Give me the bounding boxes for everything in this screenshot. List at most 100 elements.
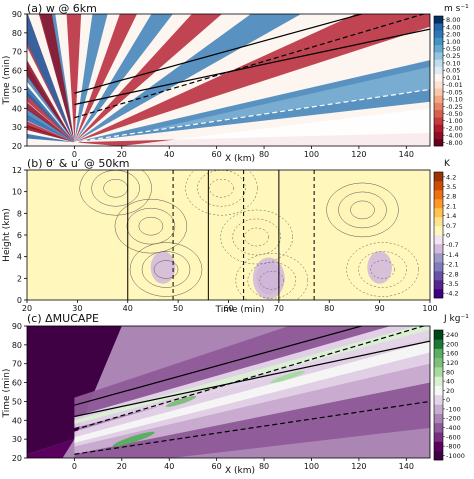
- a-ytick-label: 80: [12, 29, 22, 38]
- u-perturbation-contour: [247, 262, 297, 299]
- w-wave-band-left: [27, 124, 75, 143]
- b-colorbar-label: 3.5: [446, 183, 456, 191]
- a-colorbar-swatch: [434, 16, 443, 24]
- c-xtick-label: 80: [259, 462, 269, 471]
- b-colorbar-label: -2.1: [446, 261, 459, 269]
- panel-b-title: (b) θ′ & u′ @ 50km: [27, 157, 129, 170]
- a-colorbar-swatch: [434, 23, 443, 31]
- c-colorbar-swatch: [434, 367, 443, 377]
- panel-c-colorbar-unit: J kg⁻¹: [443, 314, 469, 324]
- a-ytick-label: 20: [12, 142, 22, 151]
- a-colorbar-label: -1.00: [446, 117, 463, 125]
- panel-c-plot: [27, 326, 430, 458]
- mucape-band: [74, 382, 430, 458]
- a-colorbar-swatch: [434, 88, 443, 96]
- c-colorbar-swatch: [434, 432, 443, 442]
- b-colorbar-label: -1.4: [446, 251, 459, 259]
- w-wave-band-left: [27, 60, 75, 143]
- panel-a: 0 20 40 60 80 100 120 140 20 30 40 50 60 70 80 90 (a) w…: [2, 2, 469, 164]
- a-xtick-label: 120: [351, 150, 366, 159]
- c-colorbar-label: -1000: [446, 452, 465, 460]
- a-colorbar-swatch: [434, 124, 443, 132]
- u-perturbation-contour: [232, 218, 281, 256]
- a-colorbar-swatch: [434, 30, 443, 38]
- b-colorbar-label: 0.7: [446, 222, 456, 230]
- b-colorbar-swatch: [434, 226, 443, 236]
- panel-a-axes: 0 20 40 60 80 100 120 140 20 30 40 50 60 70 80 90: [12, 10, 431, 159]
- b-xtick-label: 100: [422, 304, 437, 313]
- a-colorbar-label: -0.10: [446, 96, 463, 104]
- b-colorbar-swatch: [434, 181, 443, 191]
- theta-anomaly-contour: [190, 170, 247, 212]
- panel-c-title: (c) ΔMUCAPE: [27, 312, 99, 325]
- a-colorbar-swatch: [434, 52, 443, 60]
- c-frame: [26, 325, 431, 459]
- capa-deficit-region: [27, 326, 122, 455]
- panel-a-reference-line: [74, 14, 364, 94]
- theta-anomaly-contour: [89, 170, 136, 208]
- a-frame: [26, 13, 431, 147]
- panel-a-colorbar-unit: m s⁻¹: [444, 4, 469, 14]
- c-colorbar-label: 200: [446, 340, 458, 348]
- c-ytick-label: 60: [12, 379, 22, 388]
- c-colorbar-swatch: [434, 395, 443, 405]
- a-colorbar-swatch: [434, 73, 443, 82]
- c-xtick-label: 120: [351, 462, 366, 471]
- panel-b-ylabel: Height (km): [2, 208, 12, 262]
- panel-a-title: (a) w @ 6km: [27, 2, 97, 15]
- a-xtick-label: 0: [72, 150, 77, 159]
- u-perturbation-contour: [141, 251, 191, 288]
- w-wave-band-left: [27, 14, 75, 143]
- theta-anomaly-contour: [321, 173, 398, 243]
- c-colorbar-label: 0: [446, 396, 450, 404]
- a-colorbar-label: 8.00: [446, 16, 460, 24]
- u-perturbation-contour: [185, 170, 258, 216]
- c-xtick-label: 100: [304, 462, 319, 471]
- panel-b-plot: [27, 170, 430, 300]
- a-ytick-label: 40: [12, 104, 22, 113]
- c-colorbar-label: 80: [446, 368, 454, 376]
- a-colorbar-label: -8.00: [446, 139, 463, 147]
- panel-b-xlabel: Time (min): [215, 305, 265, 315]
- a-colorbar-label: 0.25: [446, 52, 460, 60]
- a-colorbar-swatch: [434, 117, 443, 125]
- c-colorbar-label: 120: [446, 359, 458, 367]
- u-perturbation-contour: [129, 242, 203, 297]
- panel-c-reference-line: [74, 400, 430, 455]
- a-colorbar-swatch: [434, 131, 443, 140]
- c-ytick-label: 70: [12, 360, 22, 369]
- b-colorbar-swatch: [434, 208, 443, 218]
- c-colorbar-swatch: [434, 404, 443, 414]
- mucape-positive-streak: [112, 431, 155, 447]
- a-colorbar-label: 0.01: [446, 74, 460, 82]
- a-colorbar-label: 2.00: [446, 31, 460, 39]
- a-ytick-label: 60: [12, 67, 22, 76]
- a-xtick-label: 80: [259, 150, 269, 159]
- panel-c-reference-line: [74, 326, 426, 431]
- c-colorbar-label: 40: [446, 378, 454, 386]
- a-xtick-label: 140: [399, 150, 414, 159]
- c-colorbar-frame: [433, 329, 444, 461]
- u-perturbation-contour: [153, 260, 179, 279]
- a-xtick-label: 20: [117, 150, 127, 159]
- mucape-band: [74, 326, 391, 417]
- b-colorbar-swatch: [434, 289, 443, 299]
- panel-c-reference-line: [74, 340, 430, 418]
- u-perturbation-contour: [126, 207, 176, 245]
- c-colorbar-swatch: [434, 422, 443, 433]
- mucape-band: [74, 341, 430, 443]
- w-weak-band: [145, 66, 430, 131]
- b-xtick-label: 60: [223, 304, 233, 313]
- panel-a-reference-line: [74, 88, 430, 143]
- a-ytick-label: 70: [12, 48, 22, 57]
- panel-a-reference-line: [74, 28, 430, 106]
- panel-c-xlabel: X (km): [225, 466, 255, 475]
- a-colorbar-swatch: [434, 59, 443, 67]
- a-colorbar-frame: [433, 15, 444, 147]
- w-calm-region: [121, 108, 430, 146]
- c-ytick-label: 30: [12, 435, 22, 444]
- panel-b-colorbar: -4.2 -3.5 -2.8-2.1 -1.4 -0.70 0.7 1.4 2.12.8 3.5…: [433, 171, 459, 299]
- a-colorbar-label: 0.10: [446, 59, 460, 67]
- w-wave-band-left: [27, 102, 75, 143]
